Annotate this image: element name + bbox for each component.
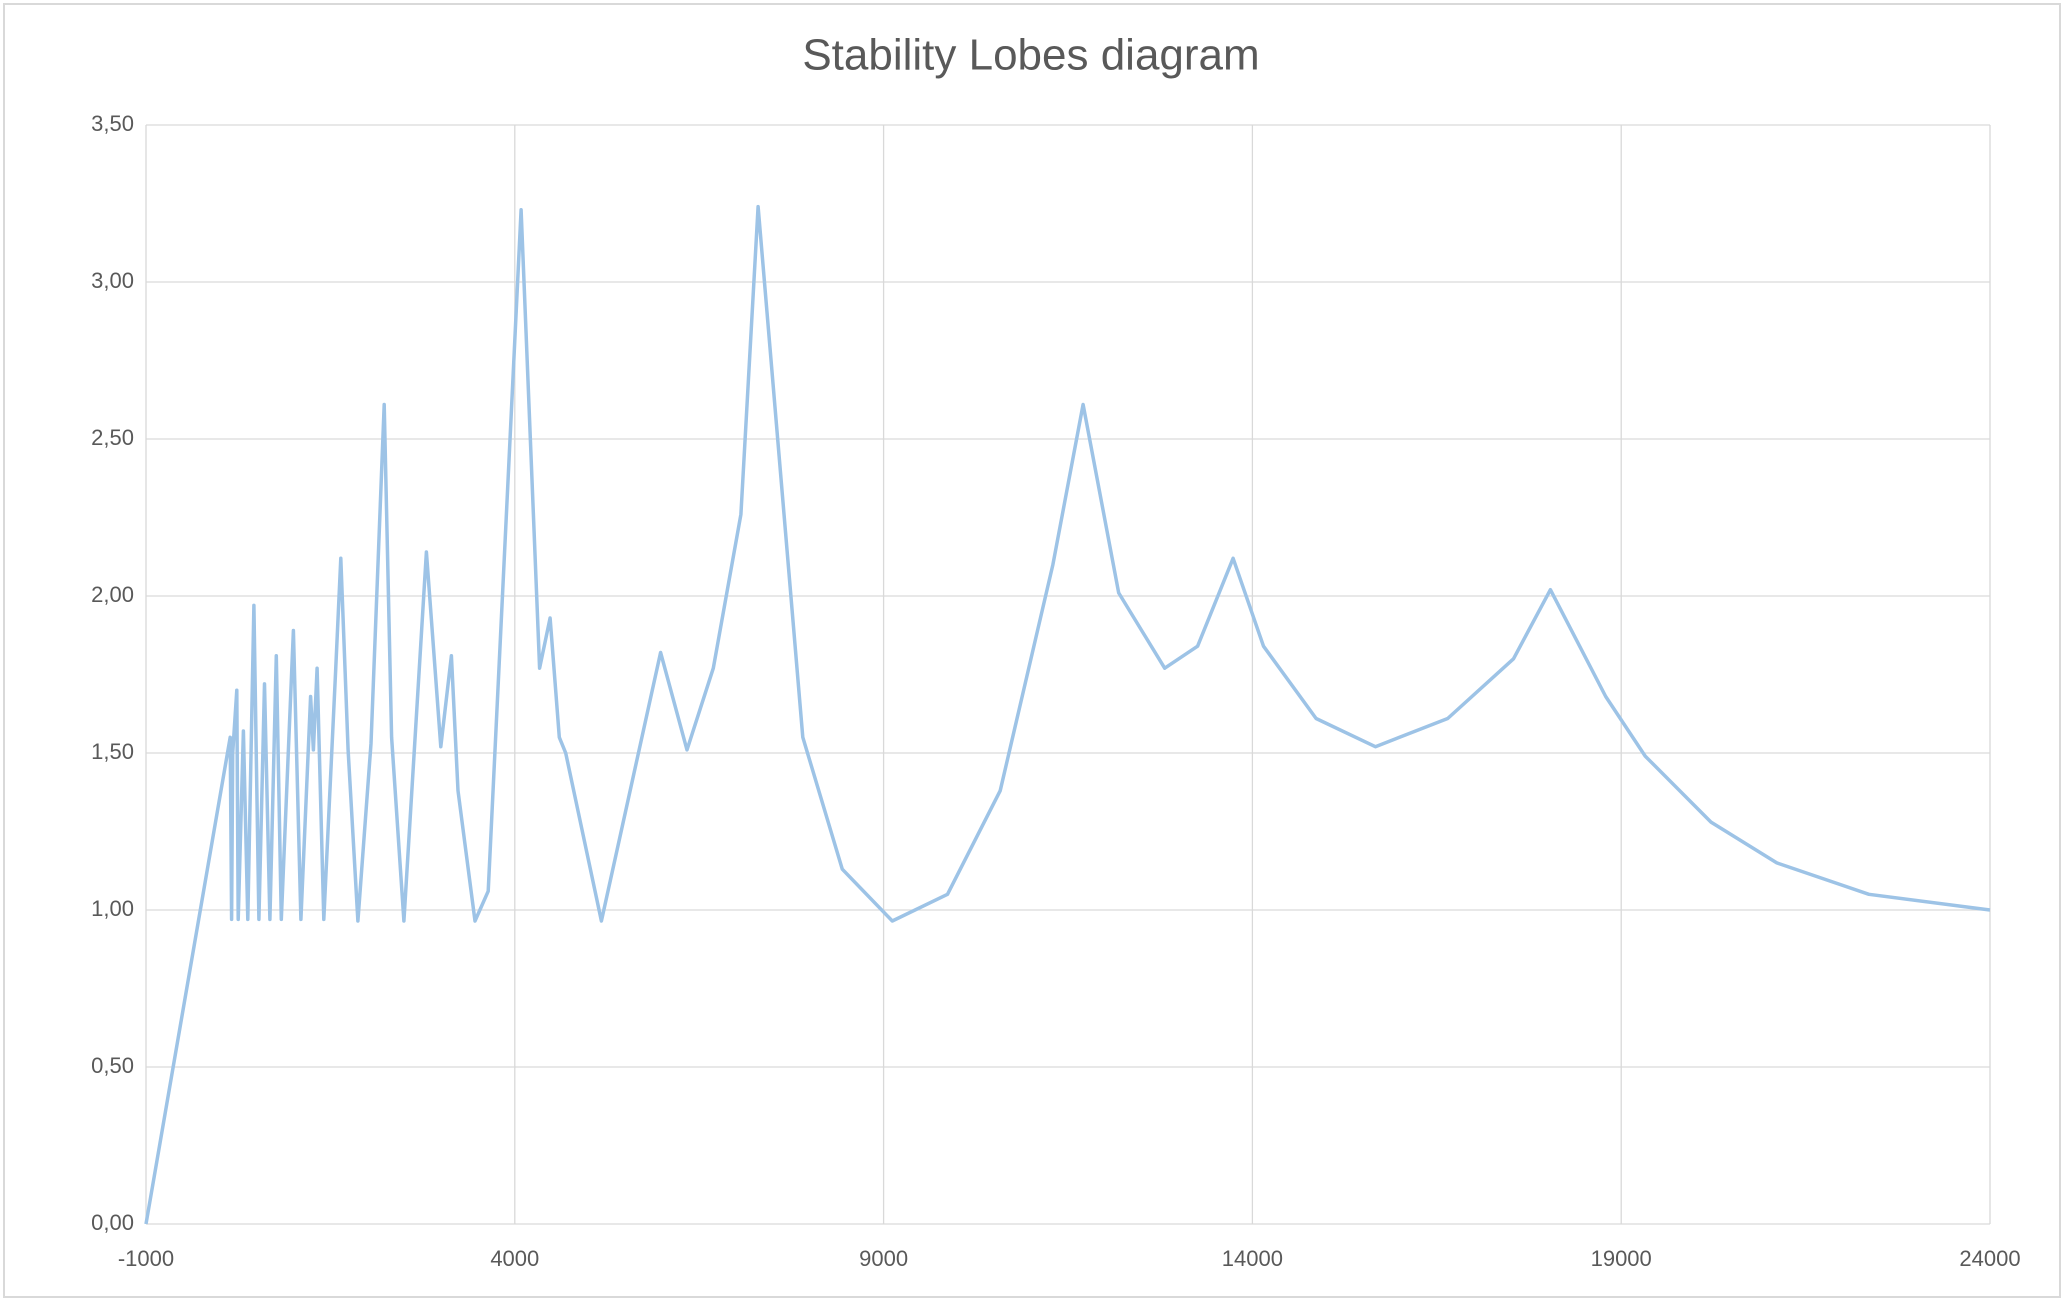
x-tick-label: -1000 [118, 1246, 174, 1271]
y-tick-label: 2,50 [91, 425, 134, 450]
x-tick-label: 24000 [1959, 1246, 2020, 1271]
y-tick-label: 3,00 [91, 268, 134, 293]
y-tick-label: 2,00 [91, 582, 134, 607]
x-tick-label: 14000 [1222, 1246, 1283, 1271]
data-line [144, 204, 1991, 1225]
x-tick-label: 4000 [490, 1246, 539, 1271]
chart-title: Stability Lobes diagram [802, 31, 1259, 80]
x-tick-label: 19000 [1591, 1246, 1652, 1271]
y-tick-label: 0,50 [91, 1053, 134, 1078]
y-tick-label: 1,50 [91, 739, 134, 764]
y-tick-label: 3,50 [91, 111, 134, 136]
y-tick-label: 1,00 [91, 896, 134, 921]
y-tick-label: 0,00 [91, 1210, 134, 1235]
x-tick-label: 9000 [859, 1246, 908, 1271]
